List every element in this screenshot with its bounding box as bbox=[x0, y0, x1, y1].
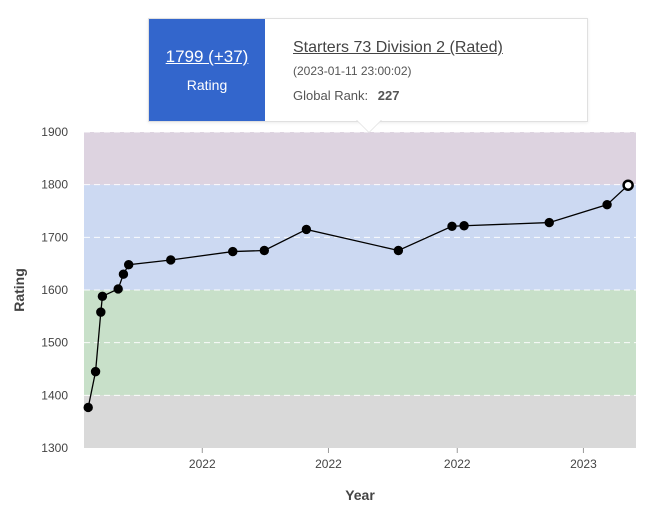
rating-point[interactable] bbox=[118, 269, 129, 279]
global-rank-value: 227 bbox=[377, 88, 400, 103]
rating-point[interactable] bbox=[259, 245, 270, 256]
x-axis-ticks: 2022 2022 2022 2023 bbox=[189, 448, 597, 471]
global-rank-label: Global Rank: bbox=[293, 88, 369, 103]
rating-point[interactable] bbox=[123, 260, 134, 270]
rating-point-selected[interactable] bbox=[622, 179, 634, 191]
contest-link[interactable]: Starters 73 Division 2 (Rated) bbox=[293, 39, 503, 56]
rating-point[interactable] bbox=[228, 246, 238, 257]
y-axis-ticks: 1300 1400 1500 1600 1700 1800 1900 bbox=[41, 125, 68, 455]
y-tick-label: 1700 bbox=[41, 230, 68, 244]
y-tick-label: 1400 bbox=[41, 388, 68, 402]
rating-point[interactable] bbox=[459, 221, 469, 231]
global-rank-row: Global Rank: 227 bbox=[293, 88, 503, 103]
rating-point[interactable] bbox=[602, 199, 612, 210]
rating-point[interactable] bbox=[301, 224, 312, 235]
rating-point[interactable] bbox=[97, 291, 108, 302]
rating-point[interactable] bbox=[83, 402, 93, 413]
rating-band-1800-1900 bbox=[84, 132, 636, 185]
x-tick-label: 2023 bbox=[570, 457, 597, 471]
rating-point[interactable] bbox=[447, 221, 457, 231]
rating-change[interactable]: 1799 (+37) bbox=[165, 47, 249, 66]
grid-lines bbox=[84, 131, 636, 396]
x-tick-label: 2022 bbox=[444, 457, 471, 471]
rating-point[interactable] bbox=[166, 255, 176, 265]
x-axis-title: Year bbox=[345, 487, 375, 503]
rating-point[interactable] bbox=[393, 245, 404, 256]
rating-label: Rating bbox=[186, 77, 228, 93]
contest-tooltip: 1799 (+37) Rating Starters 73 Division 2… bbox=[148, 18, 588, 122]
y-tick-label: 1500 bbox=[41, 336, 68, 350]
contest-details: Starters 73 Division 2 (Rated) (2023-01-… bbox=[265, 19, 503, 121]
tooltip-pointer bbox=[356, 119, 382, 132]
x-tick-label: 2022 bbox=[315, 457, 342, 471]
rating-point[interactable] bbox=[96, 307, 106, 317]
rating-summary: 1799 (+37) Rating bbox=[149, 19, 265, 121]
y-tick-label: 1600 bbox=[41, 283, 68, 297]
rating-band-1300-1400 bbox=[84, 395, 636, 448]
y-tick-label: 1300 bbox=[41, 441, 68, 455]
rating-point[interactable] bbox=[90, 366, 101, 377]
y-axis-title: Rating bbox=[11, 268, 27, 312]
rating-point[interactable] bbox=[113, 284, 123, 294]
y-tick-label: 1900 bbox=[41, 125, 68, 139]
rating-point[interactable] bbox=[544, 217, 554, 228]
x-tick-label: 2022 bbox=[189, 457, 216, 471]
y-tick-label: 1800 bbox=[41, 178, 68, 192]
contest-date: (2023-01-11 23:00:02) bbox=[293, 64, 412, 78]
rating-series bbox=[83, 179, 634, 413]
